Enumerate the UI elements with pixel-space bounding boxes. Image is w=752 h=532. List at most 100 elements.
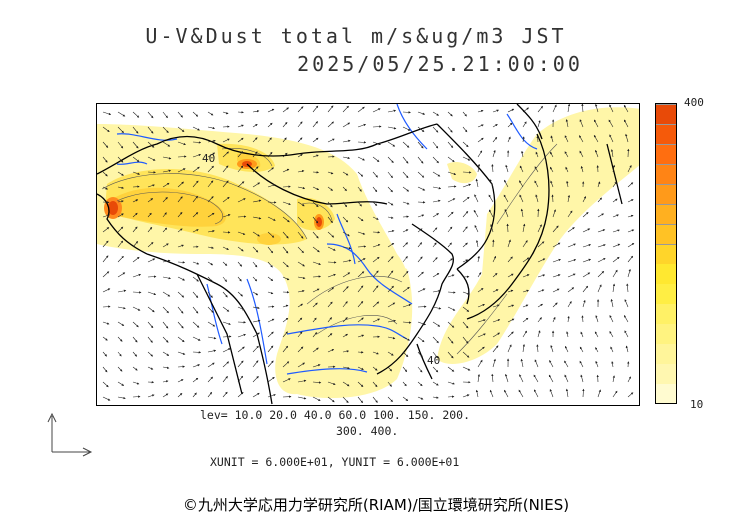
wind-vector-arrow bbox=[117, 306, 126, 310]
wind-vector-arrow bbox=[192, 291, 199, 299]
wind-vector-arrow bbox=[537, 120, 541, 128]
wind-vector-arrow bbox=[207, 321, 216, 327]
wind-vector-arrow bbox=[372, 285, 379, 293]
wind-vector-arrow bbox=[609, 134, 614, 143]
wind-vector-arrow bbox=[282, 304, 289, 308]
wind-vector-arrow bbox=[447, 291, 456, 294]
wind-vector-arrow bbox=[552, 316, 556, 323]
colorbar-segment bbox=[656, 123, 676, 145]
wind-vector-arrow bbox=[357, 334, 365, 338]
wind-vector-arrow bbox=[357, 258, 366, 263]
wind-vector-arrow bbox=[312, 288, 320, 293]
wind-vector-arrow bbox=[282, 216, 290, 223]
wind-vector-arrow bbox=[267, 167, 274, 173]
wind-vector-arrow bbox=[447, 321, 455, 328]
wind-vector-arrow bbox=[267, 394, 276, 398]
wind-vector-arrow bbox=[612, 243, 621, 248]
wind-vector-arrow bbox=[252, 137, 258, 143]
wind-vector-arrow bbox=[447, 242, 452, 248]
wind-vector-arrow bbox=[327, 301, 333, 308]
wind-vector-arrow bbox=[177, 321, 184, 329]
wind-vector-arrow bbox=[312, 186, 320, 190]
wind-vector-arrow bbox=[252, 166, 259, 173]
wind-vector-arrow bbox=[537, 224, 542, 233]
wind-vector-arrow bbox=[462, 171, 472, 174]
wind-vector-arrow bbox=[102, 336, 108, 341]
wind-vector-arrow bbox=[372, 141, 381, 146]
wind-vector-arrow bbox=[402, 366, 408, 373]
wind-vector-arrow bbox=[222, 151, 229, 158]
wind-vector-arrow bbox=[222, 306, 230, 312]
colorbar-segment bbox=[656, 343, 676, 364]
wind-vector-arrow bbox=[357, 106, 365, 113]
wind-vector-arrow bbox=[222, 348, 231, 353]
wind-vector-arrow bbox=[222, 376, 228, 383]
map-title: U-V&Dust total m/s&ug/m3 JST bbox=[145, 24, 567, 48]
wind-vector-arrow bbox=[297, 331, 303, 338]
wind-vector-arrow bbox=[462, 291, 470, 295]
wind-vector-arrow bbox=[267, 331, 274, 338]
wind-vector-arrow bbox=[417, 321, 427, 326]
wind-vector-arrow bbox=[207, 111, 214, 116]
wind-vector-arrow bbox=[102, 214, 110, 218]
wind-vector-arrow bbox=[147, 241, 154, 248]
wind-vector-arrow bbox=[162, 259, 171, 263]
wind-vector-arrow bbox=[537, 274, 546, 278]
wind-vector-arrow bbox=[534, 359, 539, 368]
wind-vector-arrow bbox=[147, 212, 152, 218]
wind-vector-arrow bbox=[267, 231, 275, 238]
wind-vector-arrow bbox=[567, 104, 571, 113]
colorbar-segment bbox=[656, 183, 676, 205]
wind-vector-arrow bbox=[312, 105, 319, 113]
wind-vector-arrow bbox=[492, 136, 498, 143]
wind-vector-arrow bbox=[492, 272, 498, 278]
wind-vector-arrow bbox=[102, 366, 108, 373]
wind-vector-arrow bbox=[612, 390, 618, 398]
wind-vector-arrow bbox=[537, 105, 543, 113]
wind-vector-arrow bbox=[282, 261, 289, 268]
wind-vector-arrow bbox=[237, 151, 244, 158]
wind-vector-arrow bbox=[207, 152, 216, 158]
wind-vector-arrow bbox=[552, 274, 561, 278]
wind-vector-arrow bbox=[237, 231, 246, 235]
wind-vector-arrow bbox=[177, 155, 187, 158]
wind-vector-arrow bbox=[492, 289, 499, 293]
wind-vector-arrow bbox=[387, 126, 397, 130]
wind-vector-arrow bbox=[297, 137, 303, 143]
wind-vector-arrow bbox=[507, 108, 515, 113]
wind-vector-arrow bbox=[537, 258, 546, 263]
wind-vector-arrow bbox=[132, 273, 142, 278]
wind-vector-arrow bbox=[252, 291, 259, 296]
wind-vector-arrow bbox=[417, 366, 423, 373]
wind-vector-arrow bbox=[402, 186, 410, 192]
wind-vector-arrow bbox=[432, 111, 440, 116]
wind-vector-arrow bbox=[102, 321, 110, 325]
wind-vector-arrow bbox=[207, 165, 214, 173]
wind-vector-arrow bbox=[252, 261, 258, 268]
wind-vector-arrow bbox=[612, 214, 619, 218]
wind-vector-arrow bbox=[297, 303, 304, 308]
wind-vector-arrow bbox=[612, 256, 620, 263]
wind-vector-arrow bbox=[312, 381, 322, 384]
wind-vector-arrow bbox=[520, 208, 524, 218]
wind-vector-arrow bbox=[117, 366, 123, 372]
wind-vector-arrow bbox=[627, 243, 635, 248]
wind-vector-arrow bbox=[117, 381, 125, 386]
wind-vector-arrow bbox=[417, 228, 423, 233]
wind-vector-arrow bbox=[612, 375, 616, 383]
wind-vector-arrow bbox=[357, 141, 367, 144]
wind-vector-arrow bbox=[550, 135, 554, 143]
wind-vector-arrow bbox=[327, 349, 335, 353]
wind-vector-arrow bbox=[566, 180, 569, 188]
wind-vector-arrow bbox=[237, 346, 245, 353]
wind-vector-arrow bbox=[417, 171, 425, 178]
wind-vector-arrow bbox=[207, 349, 217, 353]
wind-vector-arrow bbox=[595, 104, 599, 113]
wind-vector-arrow bbox=[565, 345, 569, 353]
wind-vector-arrow bbox=[475, 240, 479, 248]
wind-vector-arrow bbox=[177, 392, 183, 398]
wind-vector-arrow bbox=[192, 180, 199, 188]
wind-vector-arrow bbox=[342, 366, 350, 370]
wind-vector-arrow bbox=[372, 256, 380, 263]
colorbar-max-label: 400 bbox=[684, 96, 704, 109]
